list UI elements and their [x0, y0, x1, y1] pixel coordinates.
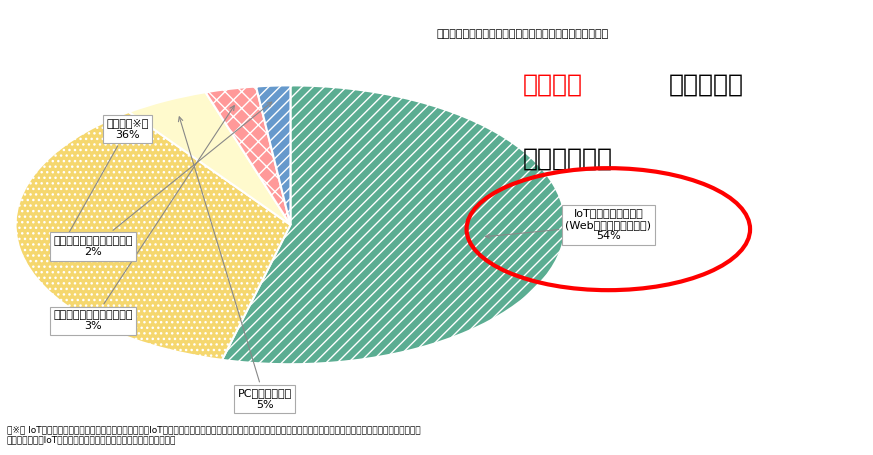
Text: 観測された全サイバー攻撃１，５０４億パケットのうち、: 観測された全サイバー攻撃１，５０４億パケットのうち、 [436, 29, 608, 39]
Text: ホームページを狙った攻撃
3%: ホームページを狙った攻撃 3% [53, 106, 234, 331]
Wedge shape [222, 86, 566, 364]
Text: その他（※）
36%: その他（※） 36% [63, 118, 148, 243]
Wedge shape [205, 86, 291, 225]
Wedge shape [16, 112, 291, 360]
Wedge shape [129, 92, 291, 225]
Text: がＩｏＴを: がＩｏＴを [669, 72, 744, 96]
Text: IoT機器を狙った攻撃
(Webカメラ、ルータ等)
54%: IoT機器を狙った攻撃 (Webカメラ、ルータ等) 54% [485, 208, 651, 242]
Text: （※） IoT機器特有のポートを狙った攻撃から、特定のIoT機器の脆弱性を狙ったより高度な攻撃も観測されるようになっており、単純にポート番号だけから分類す
る: （※） IoT機器特有のポートを狙った攻撃から、特定のIoT機器の脆弱性を狙った… [7, 425, 421, 445]
Wedge shape [256, 86, 291, 225]
Text: データベースを狙った攻撃
2%: データベースを狙った攻撃 2% [53, 102, 272, 258]
Text: 狙っている！: 狙っている！ [522, 147, 613, 170]
Text: PCを狙った攻撃
5%: PCを狙った攻撃 5% [178, 117, 292, 410]
Text: 半数以上: 半数以上 [522, 72, 582, 96]
